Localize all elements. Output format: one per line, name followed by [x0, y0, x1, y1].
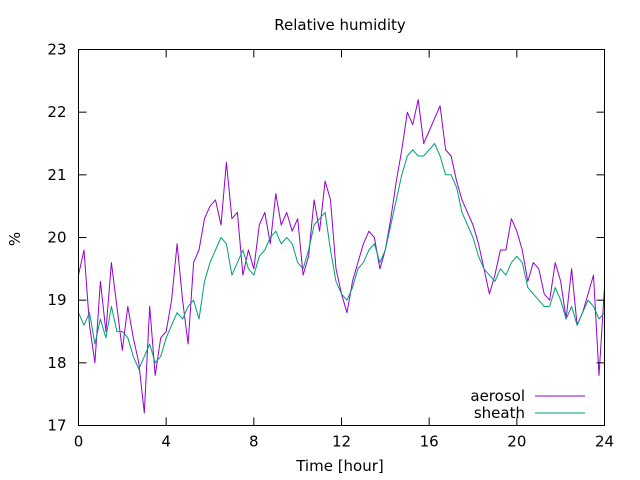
x-tick-label: 20: [507, 433, 526, 451]
plot-series: [78, 99, 605, 414]
y-tick-label: 22: [47, 103, 66, 121]
x-tick-label: 4: [161, 433, 171, 451]
y-tick-label: 19: [47, 291, 66, 309]
x-tick-label: 8: [249, 433, 259, 451]
y-tick-label: 20: [47, 229, 66, 247]
y-axis-ticks: 17 18 19 20 21 22 23: [47, 41, 605, 435]
x-tick-label: 24: [595, 433, 614, 451]
y-tick-label: 21: [47, 166, 66, 184]
x-axis-ticks: 0 4 8 12 16 20 24: [74, 49, 614, 451]
y-tick-label: 23: [47, 41, 66, 59]
x-tick-label: 16: [420, 433, 439, 451]
x-tick-label: 12: [332, 433, 351, 451]
legend-label-sheath: sheath: [474, 404, 525, 422]
series-line-sheath: [78, 143, 605, 370]
y-tick-label: 17: [47, 417, 66, 435]
y-tick-label: 18: [47, 354, 66, 372]
legend: aerosol sheath: [470, 387, 585, 422]
chart-title: Relative humidity: [274, 16, 406, 34]
x-tick-label: 0: [74, 433, 84, 451]
y-axis-label: %: [6, 232, 24, 246]
x-axis-label: Time [hour]: [295, 457, 384, 475]
legend-label-aerosol: aerosol: [470, 387, 525, 405]
